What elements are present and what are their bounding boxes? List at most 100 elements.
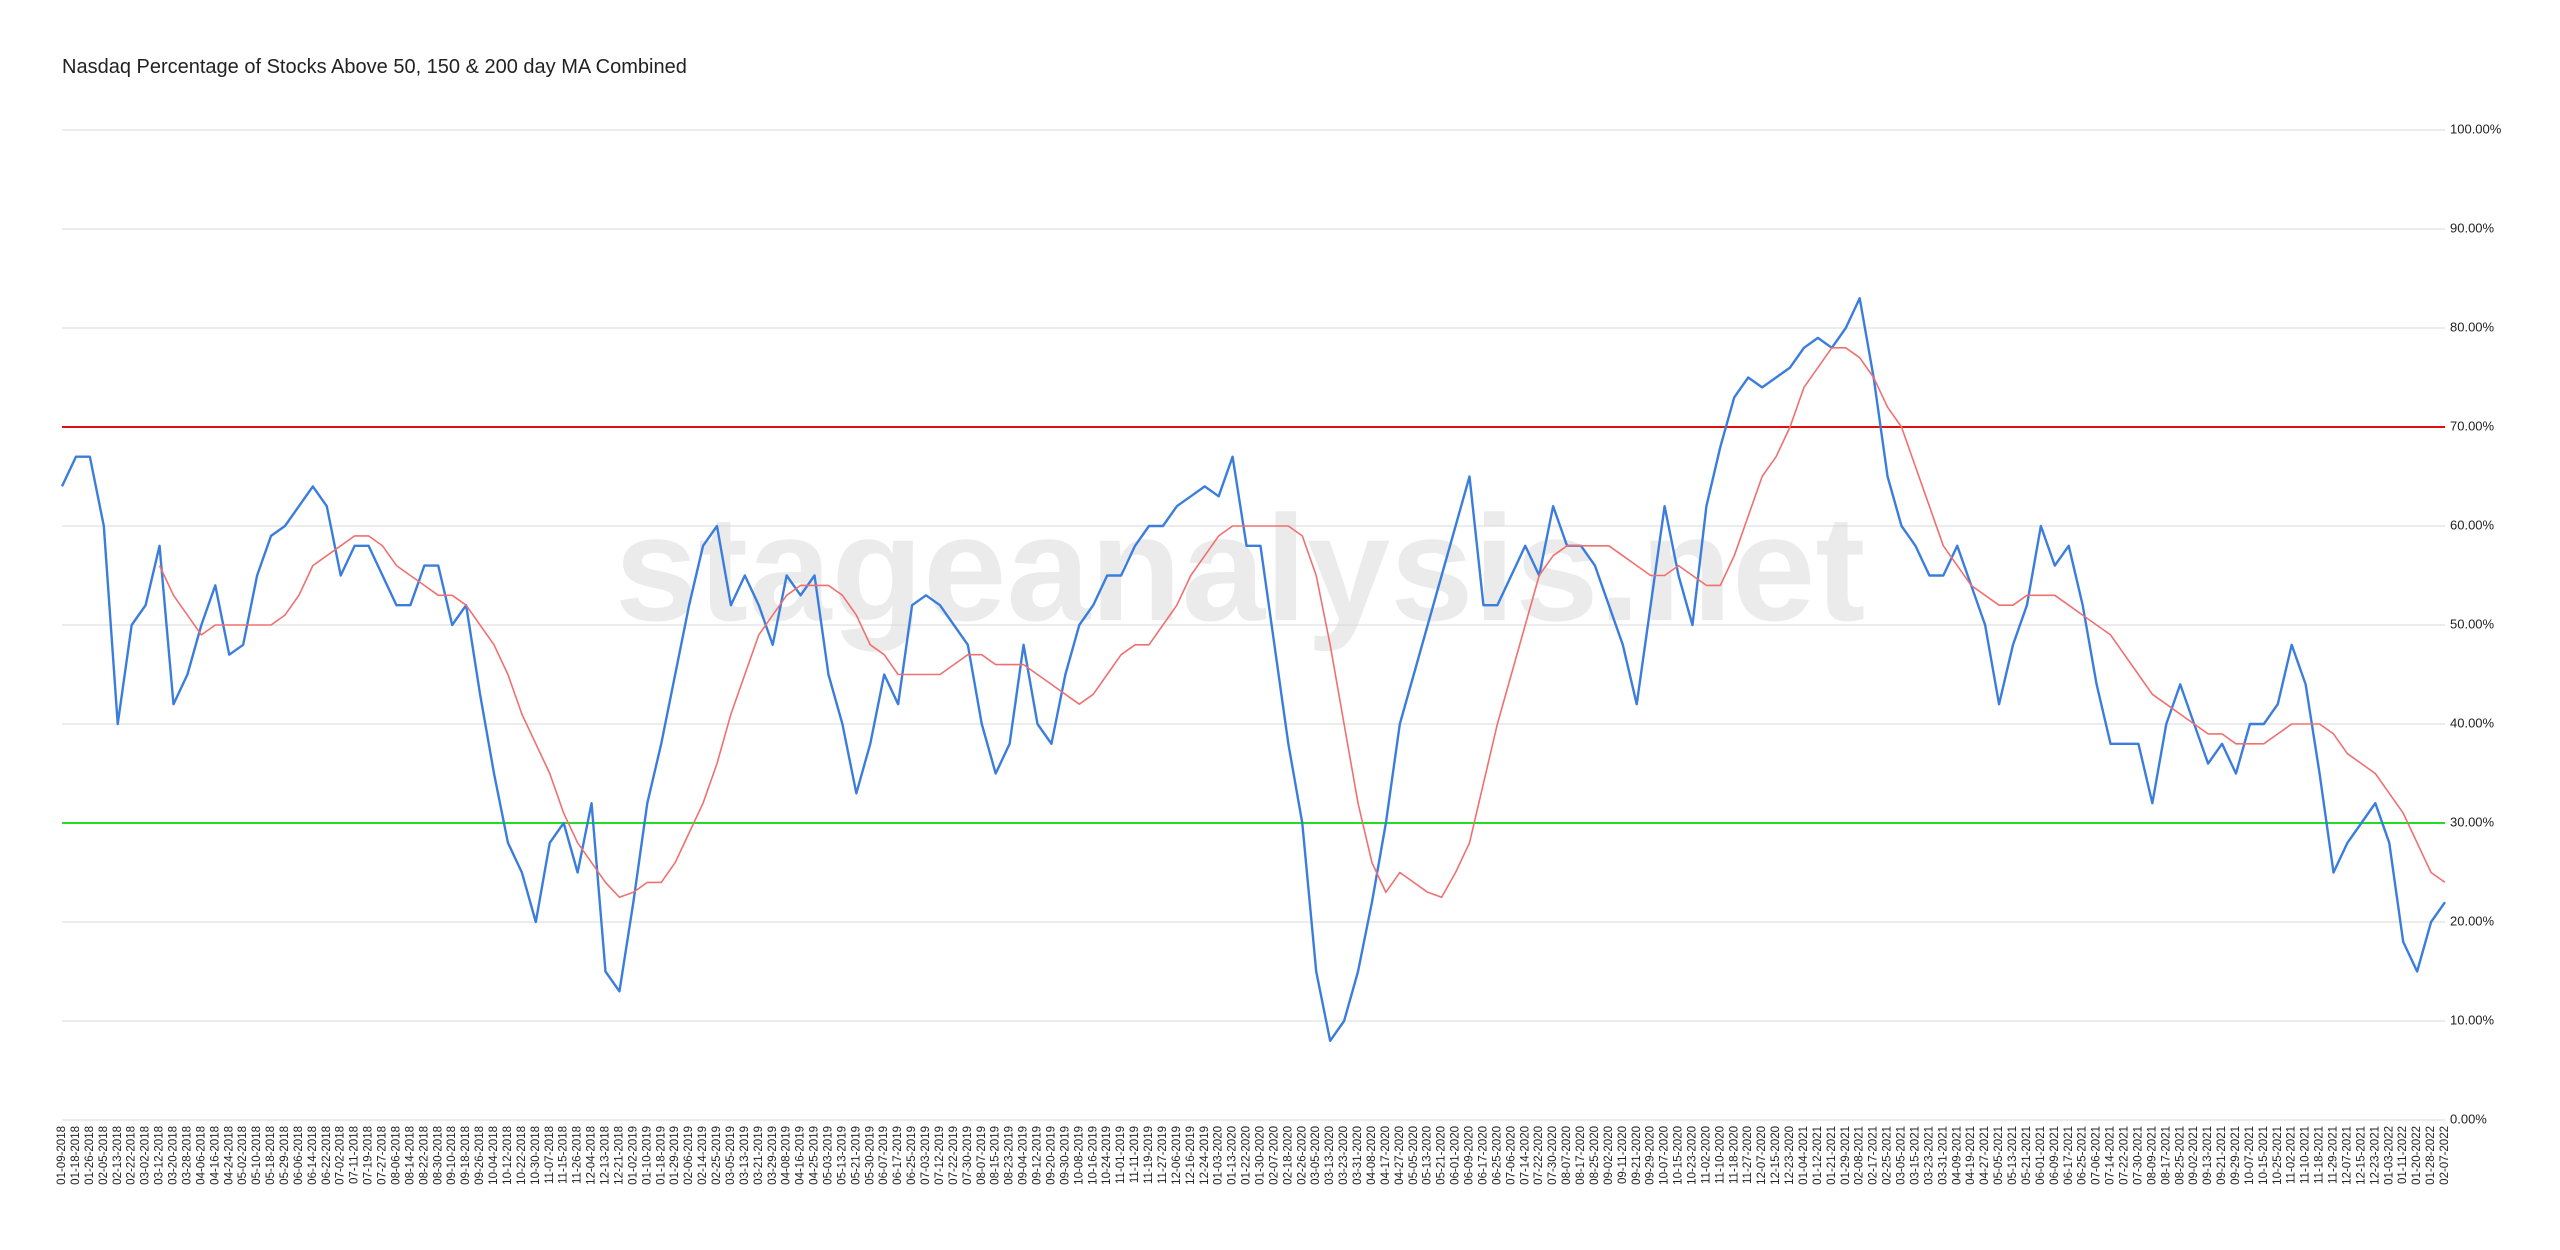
x-tick-label: 07-03-2019 — [920, 1126, 932, 1185]
x-tick-label: 12-15-2020 — [1770, 1126, 1782, 1185]
x-tick-label: 05-13-2020 — [1422, 1126, 1434, 1185]
x-tick-label: 12-24-2019 — [1199, 1126, 1211, 1185]
x-tick-label: 04-08-2020 — [1366, 1126, 1378, 1185]
x-tick-label: 11-10-2021 — [2300, 1126, 2312, 1184]
x-tick-label: 02-14-2019 — [697, 1126, 709, 1185]
x-tick-label: 03-31-2021 — [1937, 1126, 1949, 1185]
x-tick-label: 01-10-2019 — [641, 1126, 653, 1185]
x-tick-label: 03-31-2020 — [1352, 1126, 1364, 1185]
x-tick-label: 09-13-2021 — [2202, 1126, 2214, 1185]
x-tick-label: 10-08-2019 — [1073, 1126, 1085, 1185]
x-tick-label: 07-30-2019 — [962, 1126, 974, 1185]
x-tick-label: 01-11-2022 — [2397, 1126, 2409, 1184]
x-tick-label: 07-22-2019 — [948, 1126, 960, 1185]
y-tick-label: 40.00% — [2450, 715, 2495, 730]
x-tick-label: 09-18-2018 — [460, 1126, 472, 1185]
x-tick-label: 02-08-2021 — [1854, 1126, 1866, 1185]
x-tick-label: 10-23-2020 — [1687, 1126, 1699, 1185]
x-tick-label: 04-08-2019 — [781, 1126, 793, 1185]
x-tick-label: 01-18-2018 — [70, 1126, 82, 1185]
x-tick-label: 06-17-2021 — [2063, 1126, 2075, 1185]
x-tick-label: 07-06-2021 — [2091, 1126, 2103, 1185]
x-tick-label: 11-02-2020 — [1700, 1126, 1712, 1184]
x-tick-label: 08-23-2019 — [1004, 1126, 1016, 1185]
x-tick-label: 01-30-2020 — [1254, 1126, 1266, 1185]
y-tick-label: 10.00% — [2450, 1012, 2495, 1027]
y-tick-label: 20.00% — [2450, 913, 2495, 928]
x-tick-label: 03-05-2021 — [1896, 1126, 1908, 1185]
y-tick-label: 60.00% — [2450, 517, 2495, 532]
x-tick-label: 03-12-2018 — [154, 1126, 166, 1185]
x-tick-label: 08-30-2018 — [432, 1126, 444, 1185]
y-tick-label: 100.00% — [2450, 121, 2502, 136]
y-tick-label: 50.00% — [2450, 616, 2495, 631]
x-tick-label: 11-18-2021 — [2314, 1126, 2326, 1184]
x-tick-label: 12-21-2018 — [613, 1126, 625, 1185]
x-tick-label: 11-26-2018 — [572, 1126, 584, 1184]
x-tick-label: 02-07-2020 — [1268, 1126, 1280, 1185]
x-tick-label: 11-18-2020 — [1728, 1126, 1740, 1184]
x-tick-label: 07-12-2019 — [934, 1126, 946, 1185]
x-tick-label: 09-30-2019 — [1059, 1126, 1071, 1185]
x-tick-label: 08-25-2021 — [2174, 1126, 2186, 1185]
x-tick-label: 10-25-2021 — [2272, 1126, 2284, 1185]
x-tick-label: 02-18-2020 — [1282, 1126, 1294, 1185]
x-tick-label: 12-04-2018 — [586, 1126, 598, 1185]
x-tick-label: 06-09-2021 — [2049, 1126, 2061, 1185]
x-tick-label: 10-07-2020 — [1659, 1126, 1671, 1185]
x-tick-label: 03-29-2019 — [767, 1126, 779, 1185]
x-tick-label: 06-17-2020 — [1477, 1126, 1489, 1185]
x-tick-label: 03-05-2020 — [1310, 1126, 1322, 1185]
x-tick-label: 11-29-2021 — [2328, 1126, 2340, 1184]
x-tick-label: 05-30-2019 — [864, 1126, 876, 1185]
x-tick-label: 10-22-2018 — [516, 1126, 528, 1185]
x-tick-label: 07-19-2018 — [363, 1126, 375, 1185]
x-tick-label: 04-27-2021 — [1979, 1126, 1991, 1185]
x-tick-label: 09-10-2018 — [446, 1126, 458, 1185]
x-tick-label: 01-29-2019 — [669, 1126, 681, 1185]
x-tick-label: 12-23-2020 — [1784, 1126, 1796, 1185]
x-tick-label: 01-20-2022 — [2411, 1126, 2423, 1185]
x-tick-label: 07-11-2018 — [349, 1126, 361, 1184]
x-tick-label: 08-06-2018 — [390, 1126, 402, 1185]
x-tick-label: 03-02-2018 — [140, 1126, 152, 1185]
x-tick-label: 02-07-2022 — [2439, 1126, 2451, 1185]
x-tick-label: 06-06-2018 — [293, 1126, 305, 1185]
x-tick-label: 03-23-2021 — [1923, 1126, 1935, 1185]
x-tick-label: 03-13-2020 — [1324, 1126, 1336, 1185]
x-tick-label: 01-29-2021 — [1840, 1126, 1852, 1185]
x-tick-label: 02-25-2019 — [711, 1126, 723, 1185]
x-tick-label: 04-27-2020 — [1394, 1126, 1406, 1185]
x-tick-label: 07-22-2020 — [1533, 1126, 1545, 1185]
x-tick-label: 12-15-2021 — [2355, 1126, 2367, 1185]
x-tick-label: 07-30-2020 — [1547, 1126, 1559, 1185]
x-tick-label: 08-07-2020 — [1561, 1126, 1573, 1185]
x-tick-label: 11-15-2018 — [558, 1126, 570, 1184]
x-tick-label: 04-25-2019 — [809, 1126, 821, 1185]
x-tick-label: 05-10-2018 — [251, 1126, 263, 1185]
series-line — [60, 297, 2446, 1042]
x-tick-label: 05-18-2018 — [265, 1126, 277, 1185]
y-tick-label: 80.00% — [2450, 319, 2495, 334]
x-tick-label: 08-22-2018 — [418, 1126, 430, 1185]
chart-title: Nasdaq Percentage of Stocks Above 50, 15… — [62, 56, 687, 78]
x-tick-label: 07-14-2021 — [2105, 1126, 2117, 1185]
x-tick-label: 11-02-2021 — [2286, 1126, 2298, 1184]
x-tick-label: 09-21-2020 — [1631, 1126, 1643, 1185]
x-tick-label: 10-04-2018 — [488, 1126, 500, 1185]
x-tick-label: 10-16-2019 — [1087, 1126, 1099, 1185]
x-tick-label: 02-13-2018 — [112, 1126, 124, 1185]
x-tick-label: 06-25-2019 — [906, 1126, 918, 1185]
x-tick-label: 08-25-2020 — [1589, 1126, 1601, 1185]
x-tick-label: 03-23-2020 — [1338, 1126, 1350, 1185]
x-tick-label: 05-21-2019 — [850, 1126, 862, 1185]
x-tick-label: 01-21-2021 — [1826, 1126, 1838, 1185]
x-tick-label: 08-07-2019 — [976, 1126, 988, 1185]
x-tick-label: 11-27-2019 — [1157, 1126, 1169, 1184]
x-tick-label: 06-01-2020 — [1450, 1126, 1462, 1185]
x-tick-label: 12-23-2021 — [2369, 1126, 2381, 1185]
x-tick-label: 08-14-2018 — [404, 1126, 416, 1185]
x-tick-label: 05-13-2019 — [836, 1126, 848, 1185]
x-tick-label: 01-26-2018 — [84, 1126, 96, 1185]
x-tick-label: 01-09-2018 — [56, 1126, 68, 1185]
